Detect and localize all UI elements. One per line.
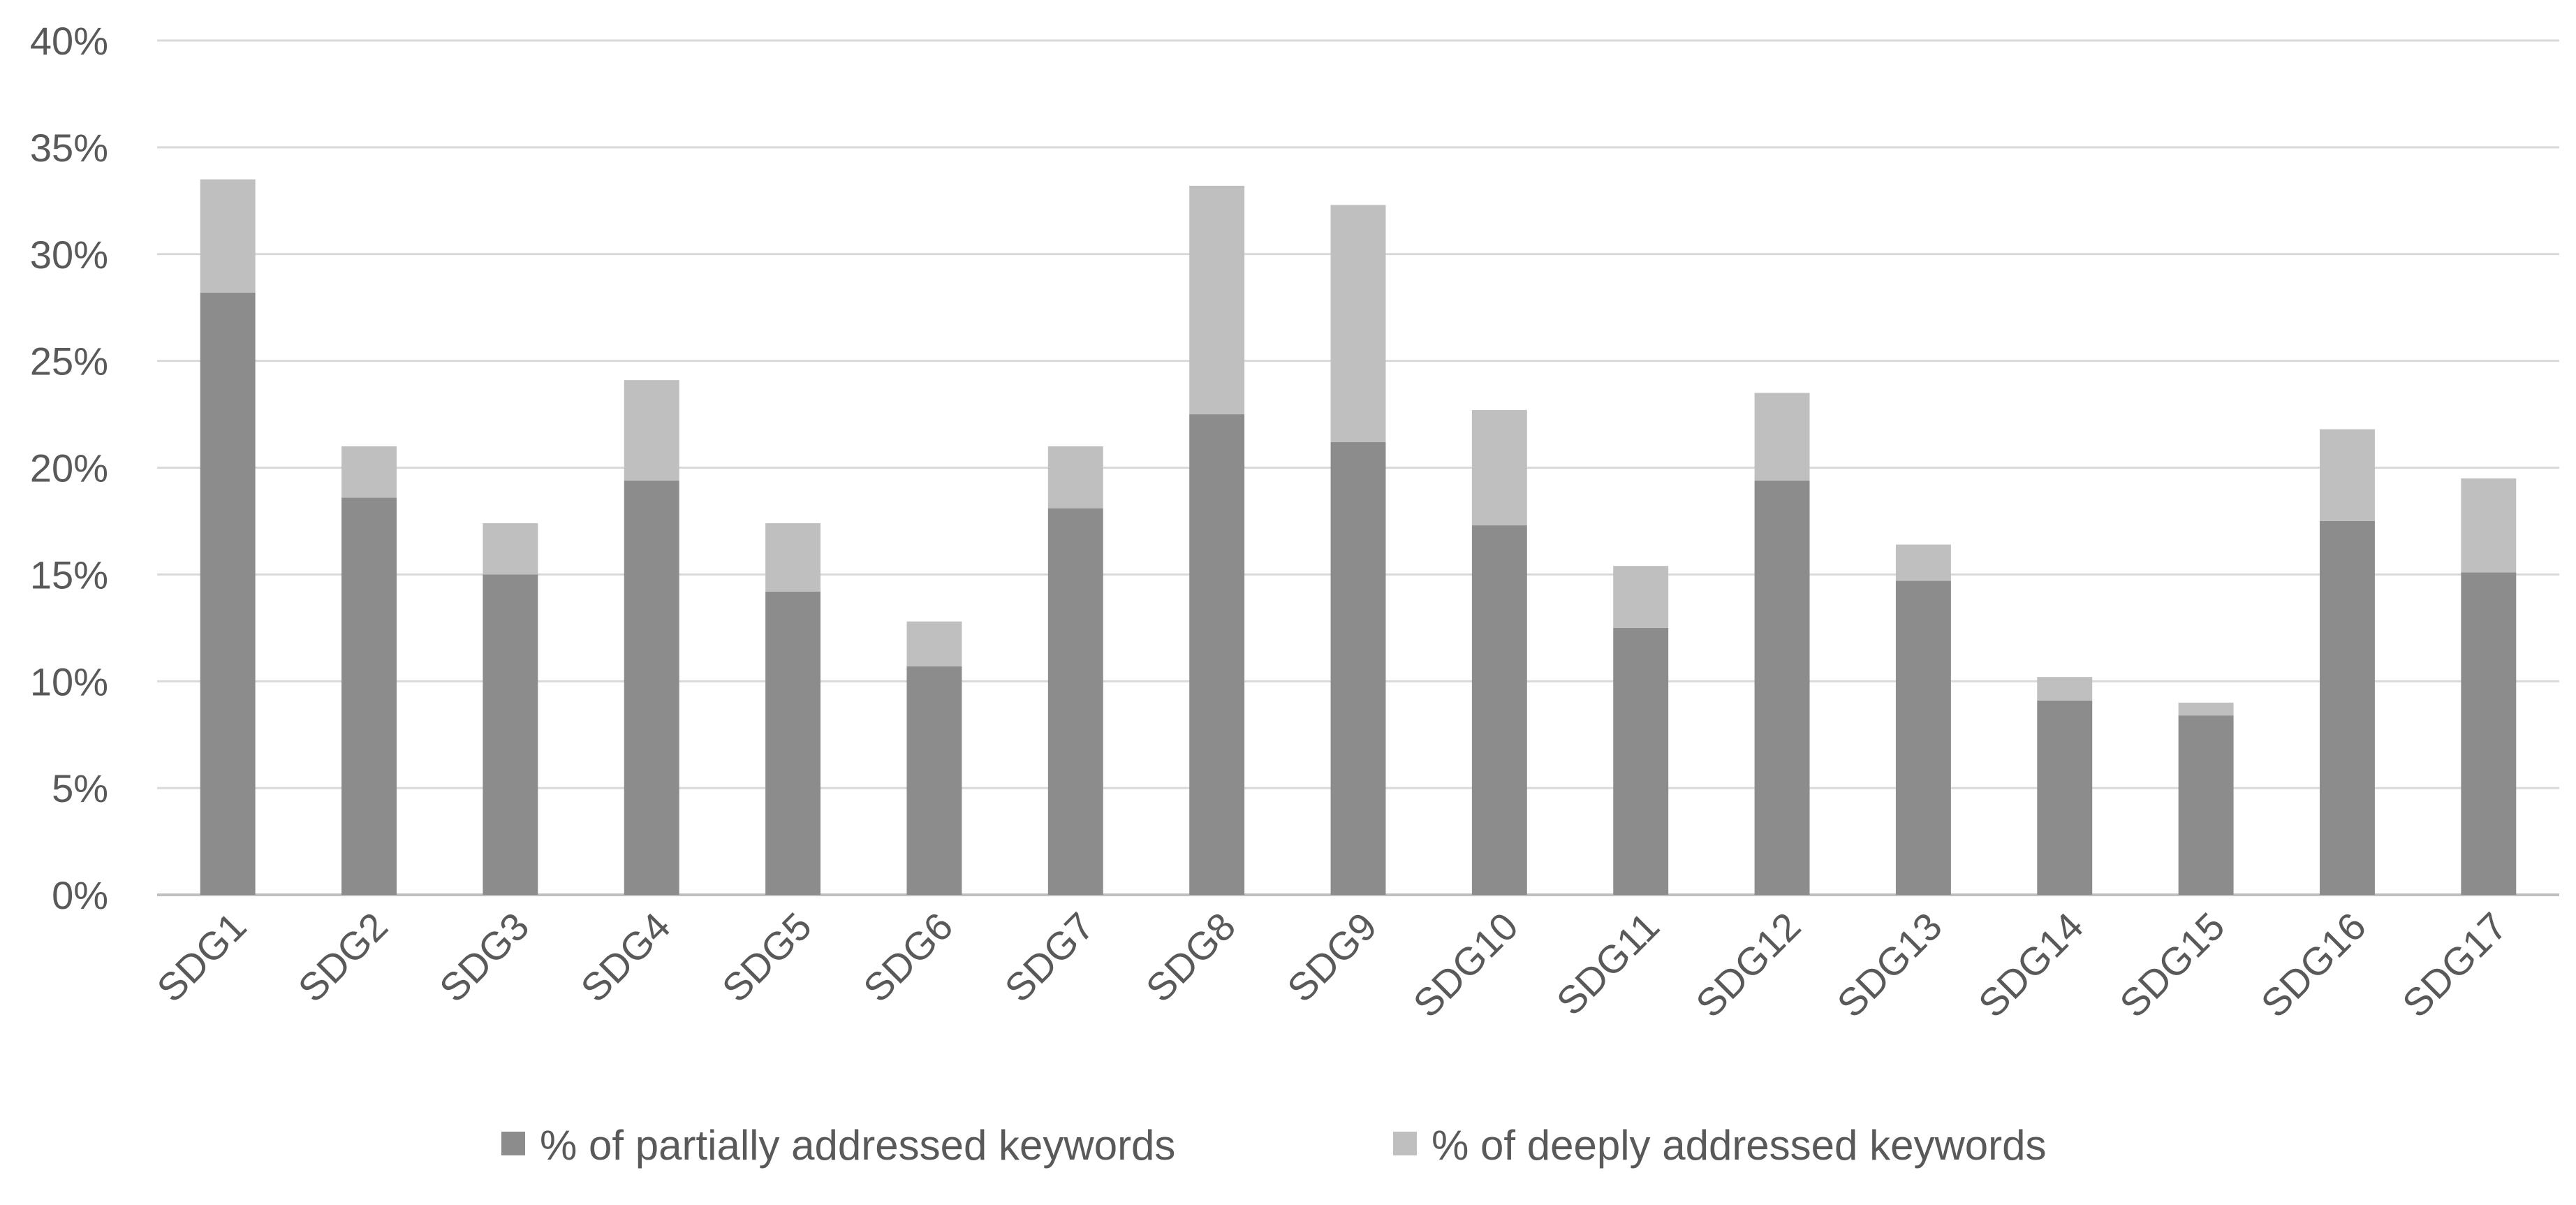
x-tick-label: SDG11 — [1548, 904, 1668, 1023]
x-tick-label: SDG3 — [431, 904, 537, 1010]
bar-sdg6-series-1 — [906, 666, 962, 895]
y-tick-label: 15% — [30, 553, 108, 597]
bar-sdg16-series-1 — [2320, 520, 2375, 895]
bar-sdg16-series-2 — [2320, 429, 2375, 521]
y-tick-label: 20% — [30, 446, 108, 490]
y-axis-ticks: 0% 5% 10% 15% 20% 25% 30% 35% 40% — [30, 19, 108, 917]
bar-sdg3-series-2 — [483, 523, 538, 575]
x-tick-label: SDG13 — [1828, 904, 1950, 1025]
y-tick-label: 0% — [52, 873, 108, 917]
x-tick-label: SDG4 — [572, 904, 678, 1010]
bar-sdg3-series-1 — [483, 574, 538, 895]
bar-sdg14-series-1 — [2037, 700, 2093, 895]
x-tick-label: SDG8 — [1138, 904, 1244, 1010]
bar-sdg14-series-2 — [2037, 677, 2093, 701]
y-tick-label: 5% — [52, 766, 108, 810]
bar-sdg15-series-2 — [2178, 702, 2234, 716]
bar-sdg2-series-1 — [341, 497, 397, 895]
x-tick-label: SDG14 — [1970, 904, 2091, 1025]
y-tick-label: 25% — [30, 339, 108, 384]
y-tick-label: 30% — [30, 233, 108, 277]
bars — [200, 179, 2517, 895]
bar-sdg11-series-2 — [1613, 566, 1669, 628]
bar-sdg8-series-2 — [1189, 185, 1245, 415]
x-tick-label: SDG6 — [855, 904, 961, 1010]
legend: % of partially addressed keywords % of de… — [501, 1122, 2047, 1169]
x-tick-label: SDG7 — [996, 904, 1102, 1010]
bar-sdg5-series-2 — [765, 523, 821, 592]
bar-sdg12-series-2 — [1754, 393, 1810, 481]
x-tick-label: SDG1 — [148, 904, 254, 1010]
legend-label-series-2: % of deeply addressed keywords — [1431, 1122, 2047, 1169]
bar-sdg2-series-2 — [341, 446, 397, 498]
x-axis-ticks: SDG1 SDG2 SDG3 SDG4 SDG5 SDG6 SDG7 SDG8 SDG9 SDG1… — [148, 904, 2515, 1025]
bar-sdg9-series-1 — [1330, 441, 1386, 895]
bar-sdg12-series-1 — [1754, 480, 1810, 895]
legend-label-series-1: % of partially addressed keywords — [540, 1122, 1175, 1169]
bar-sdg13-series-2 — [1895, 544, 1951, 581]
bar-sdg13-series-1 — [1895, 580, 1951, 895]
legend-swatch-series-2 — [1393, 1132, 1417, 1155]
bar-sdg10-series-1 — [1471, 525, 1527, 895]
bar-sdg7-series-2 — [1047, 446, 1103, 509]
x-tick-label: SDG17 — [2394, 904, 2515, 1025]
x-tick-label: SDG10 — [1404, 904, 1526, 1025]
bar-sdg1-series-1 — [200, 292, 256, 895]
x-tick-label: SDG12 — [1687, 904, 1809, 1025]
bar-sdg5-series-1 — [765, 591, 821, 895]
bar-sdg7-series-1 — [1047, 508, 1103, 895]
x-tick-label: SDG2 — [290, 904, 396, 1010]
y-tick-label: 35% — [30, 126, 108, 170]
x-tick-label: SDG16 — [2253, 904, 2374, 1025]
bar-sdg1-series-2 — [200, 179, 256, 293]
legend-swatch-series-1 — [501, 1132, 525, 1155]
bar-sdg17-series-1 — [2461, 572, 2517, 895]
bar-sdg11-series-1 — [1613, 627, 1669, 895]
y-tick-label: 10% — [30, 659, 108, 703]
bar-sdg6-series-2 — [906, 621, 962, 666]
bar-sdg8-series-1 — [1189, 414, 1245, 895]
y-tick-label: 40% — [30, 19, 108, 63]
bar-sdg4-series-2 — [624, 380, 679, 481]
x-tick-label: SDG5 — [714, 904, 820, 1010]
bar-sdg17-series-2 — [2461, 478, 2517, 573]
bar-sdg15-series-1 — [2178, 715, 2234, 895]
x-tick-label: SDG9 — [1279, 904, 1385, 1010]
bar-sdg9-series-2 — [1330, 205, 1386, 442]
x-tick-label: SDG15 — [2111, 904, 2232, 1025]
bar-sdg10-series-2 — [1471, 409, 1527, 526]
bar-sdg4-series-1 — [624, 480, 679, 895]
